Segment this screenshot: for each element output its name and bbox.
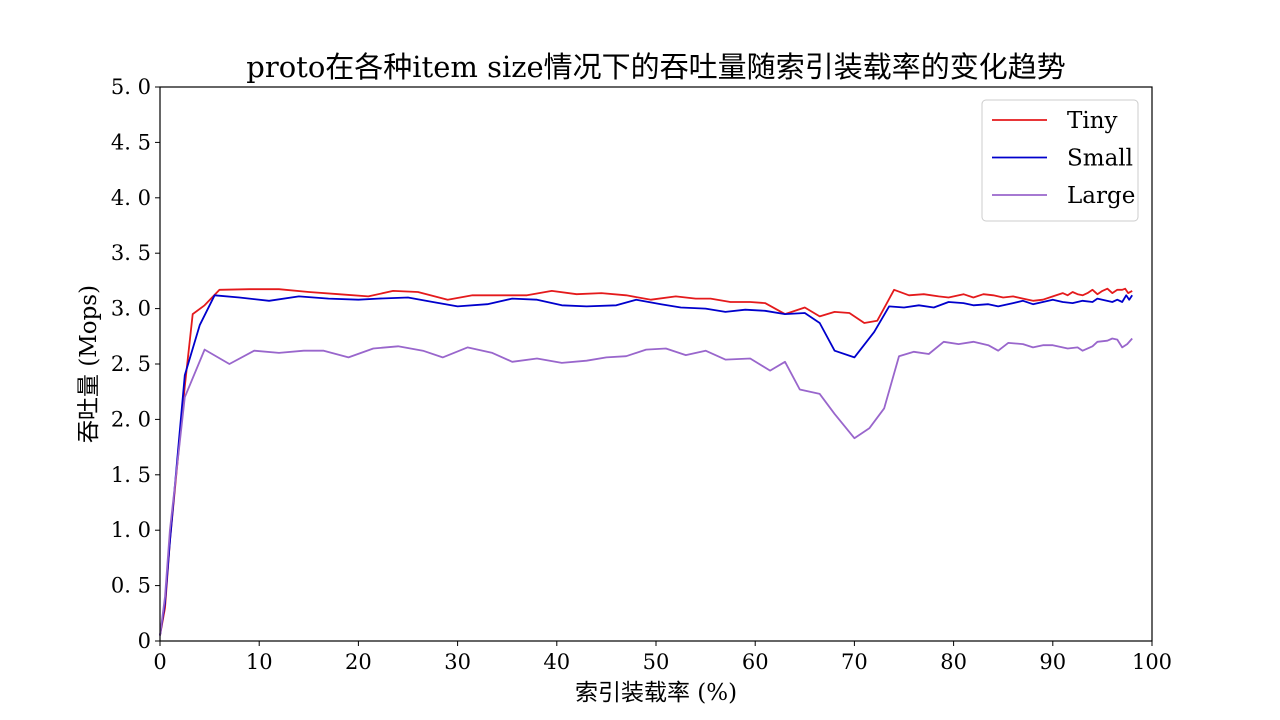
y-tick-label: 4. 5: [111, 130, 151, 154]
x-tick-label: 70: [841, 650, 868, 674]
y-tick-label: 2. 0: [111, 407, 151, 431]
x-tick-label: 0: [153, 650, 166, 674]
y-tick-label: 2. 5: [111, 352, 151, 376]
y-tick-label: 1. 0: [111, 518, 151, 542]
x-tick-label: 90: [1039, 650, 1066, 674]
x-axis-label: 索引装载率 (%): [575, 680, 737, 706]
legend: Tiny Small Large: [981, 99, 1139, 222]
x-tick-label: 50: [643, 650, 670, 674]
legend-label-small: Small: [1067, 146, 1133, 172]
y-axis-label: 吞吐量 (Mops): [76, 285, 102, 443]
chart-title: proto在各种item size情况下的吞吐量随索引装载率的变化趋势: [246, 50, 1065, 84]
x-tick-label: 10: [246, 650, 273, 674]
y-tick-label: 3. 0: [111, 297, 151, 321]
series-line-tiny: [159, 287, 1133, 636]
x-tick-label: 30: [444, 650, 471, 674]
series-layer: [159, 287, 1133, 636]
legend-frame: [981, 99, 1139, 222]
x-tick-label: 40: [543, 650, 570, 674]
legend-label-large: Large: [1067, 183, 1135, 209]
x-tick-label: 80: [940, 650, 967, 674]
x-axis: 0 10 20 30 40 50 60 70 80 90 100: [153, 641, 1172, 674]
x-tick-label: 60: [742, 650, 769, 674]
y-tick-label: 5. 0: [111, 75, 151, 99]
y-tick-label: 0. 5: [111, 574, 151, 598]
y-axis: 0 0. 5 1. 0 1. 5 2. 0 2. 5 3. 0 3. 5 4. 0 4. 5 5. …: [111, 75, 160, 653]
y-tick-label: 3. 5: [111, 241, 151, 265]
series-line-small: [159, 294, 1133, 636]
legend-label-tiny: Tiny: [1067, 108, 1118, 134]
series-line-large: [159, 337, 1133, 636]
legend-items: Tiny Small Large: [992, 108, 1135, 209]
y-tick-label: 0: [138, 629, 151, 653]
y-tick-label: 1. 5: [111, 463, 151, 487]
x-tick-label: 100: [1132, 650, 1172, 674]
x-tick-label: 20: [345, 650, 372, 674]
y-tick-label: 4. 0: [111, 186, 151, 210]
